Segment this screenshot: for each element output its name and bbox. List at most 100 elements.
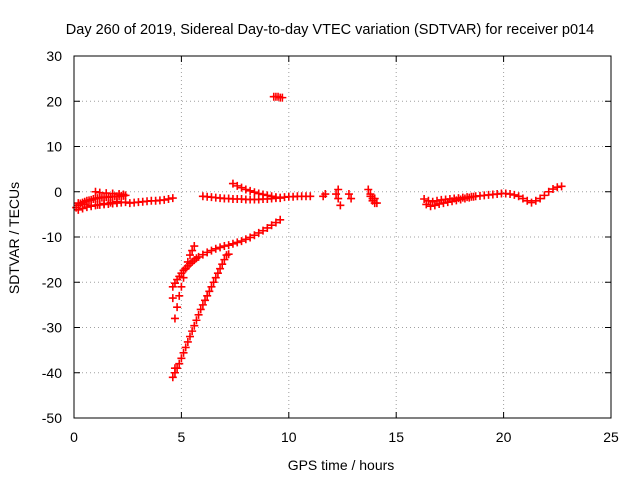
- y-tick-label: 0: [54, 184, 62, 200]
- data-point: [194, 310, 203, 319]
- data-point: [544, 187, 553, 196]
- data-point: [420, 194, 429, 203]
- data-point: [188, 327, 197, 336]
- data-point: [201, 296, 210, 305]
- data-point: [553, 183, 562, 192]
- data-point: [168, 294, 177, 303]
- data-point: [100, 199, 109, 208]
- data-point: [259, 190, 268, 199]
- data-point: [557, 182, 566, 191]
- y-tick-label: -20: [42, 274, 62, 290]
- data-point: [80, 200, 89, 209]
- data-point: [267, 221, 276, 230]
- data-point: [430, 201, 439, 210]
- data-point: [228, 179, 237, 188]
- data-point: [185, 332, 194, 341]
- data-point: [188, 246, 197, 255]
- data-point: [74, 199, 83, 208]
- data-point: [175, 291, 184, 300]
- x-tick-label: 20: [496, 429, 512, 445]
- data-point: [531, 196, 540, 205]
- data-point: [254, 189, 263, 198]
- data-point: [456, 195, 465, 204]
- y-tick-label: 20: [46, 93, 62, 109]
- data-point: [211, 244, 220, 253]
- x-tick-label: 25: [603, 429, 619, 445]
- data-point: [173, 303, 182, 312]
- data-point: [336, 201, 345, 210]
- x-tick-label: 15: [388, 429, 404, 445]
- data-point: [267, 192, 276, 201]
- data-point: [278, 93, 287, 102]
- data-point: [190, 321, 199, 330]
- data-point: [218, 260, 227, 269]
- data-point: [514, 192, 523, 201]
- data-point: [196, 305, 205, 314]
- data-point: [170, 364, 179, 373]
- x-axis-label: GPS time / hours: [288, 457, 395, 473]
- data-point: [207, 246, 216, 255]
- data-point: [276, 194, 285, 203]
- data-point: [259, 226, 268, 235]
- data-points: [72, 92, 566, 382]
- data-point: [460, 194, 469, 203]
- data-point: [271, 193, 280, 202]
- tick-labels: 0 5 10 15 20 25 -50 -40 -30 -20 -10 0 10 20 30: [42, 48, 619, 445]
- chart-title: Day 260 of 2019, Sidereal Day-to-day VTE…: [66, 22, 594, 38]
- data-point: [224, 250, 233, 259]
- data-point: [523, 196, 532, 205]
- y-tick-label: -30: [42, 320, 62, 336]
- data-point: [241, 235, 250, 244]
- data-point: [224, 241, 233, 250]
- data-point: [183, 337, 192, 346]
- data-point: [439, 199, 448, 208]
- data-point: [216, 243, 225, 252]
- data-point: [106, 198, 115, 207]
- data-point: [183, 257, 192, 266]
- data-point: [276, 215, 285, 224]
- data-point: [112, 197, 121, 206]
- data-point: [179, 273, 188, 282]
- y-axis-label: SDTVAR / TECUs: [6, 182, 22, 294]
- data-point: [448, 197, 457, 206]
- data-point: [510, 190, 519, 199]
- data-point: [536, 194, 545, 203]
- data-point: [220, 242, 229, 251]
- data-point: [164, 194, 173, 203]
- data-point: [426, 202, 435, 211]
- data-point: [198, 250, 207, 259]
- x-tick-label: 5: [178, 429, 186, 445]
- data-point: [527, 198, 536, 207]
- data-point: [344, 190, 353, 199]
- data-point: [347, 194, 356, 203]
- data-point: [233, 181, 242, 190]
- data-point: [465, 193, 474, 202]
- data-point: [321, 190, 330, 199]
- y-tick-label: -10: [42, 229, 62, 245]
- data-point: [119, 190, 128, 199]
- data-point: [254, 228, 263, 237]
- data-point: [160, 195, 169, 204]
- data-point: [213, 269, 222, 278]
- data-point: [74, 205, 83, 214]
- x-tick-label: 10: [281, 429, 297, 445]
- data-point: [198, 300, 207, 309]
- data-point: [220, 255, 229, 264]
- y-tick-label: 30: [46, 48, 62, 64]
- data-point: [181, 264, 190, 273]
- data-point: [506, 190, 515, 199]
- data-point: [237, 183, 246, 192]
- data-point: [168, 373, 177, 382]
- data-point: [203, 248, 212, 257]
- data-point: [469, 192, 478, 201]
- data-point: [190, 242, 199, 251]
- data-point: [203, 291, 212, 300]
- grid: [74, 56, 611, 418]
- data-point: [334, 194, 343, 203]
- data-point: [181, 343, 190, 352]
- data-point: [435, 199, 444, 208]
- data-point: [209, 278, 218, 287]
- data-point: [194, 252, 203, 261]
- data-point: [185, 251, 194, 260]
- data-point: [364, 185, 373, 194]
